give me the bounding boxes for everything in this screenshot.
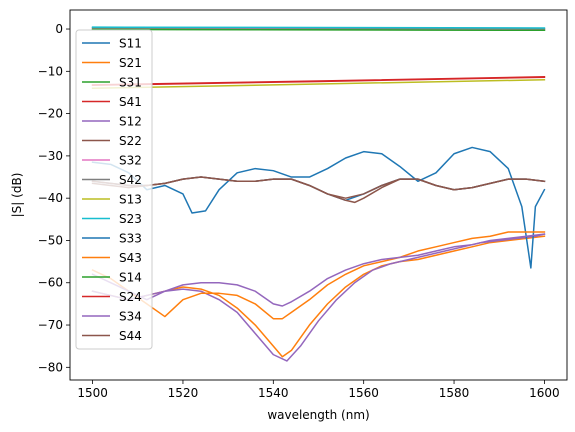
y-tick-label: −50	[38, 233, 63, 247]
x-tick-label: 1560	[348, 386, 379, 400]
legend-label-s31: S31	[119, 76, 142, 90]
series-line-s44	[91, 176, 546, 199]
legend-label-s41: S41	[119, 95, 142, 109]
legend-label-s12: S12	[119, 115, 142, 129]
legend-label-s33: S33	[119, 232, 142, 246]
x-tick-label: 1520	[168, 386, 199, 400]
series-line-s23	[91, 26, 546, 29]
legend-label-s42: S42	[119, 173, 142, 187]
legend-label-s14: S14	[119, 271, 142, 285]
y-axis-ticks: 0 −10 −20 −30 −40 −50 −60 −70 −80	[38, 22, 70, 374]
y-axis-label: |S| (dB)	[10, 173, 24, 218]
series-line-s34	[91, 233, 546, 307]
x-tick-label: 1500	[77, 386, 108, 400]
x-tick-label: 1600	[529, 386, 560, 400]
legend-label-s43: S43	[119, 251, 142, 265]
series-line-s24	[91, 76, 546, 87]
legend-label-s24: S24	[119, 290, 142, 304]
y-tick-label: −70	[38, 318, 63, 332]
y-tick-label: −60	[38, 276, 63, 290]
series-line-s14	[91, 28, 546, 32]
series-line-s43	[91, 231, 546, 320]
legend-label-s11: S11	[119, 37, 142, 51]
legend: S11 S21 S31 S41 S12 S22 S32 S42 S13 S23 S33 S43 S14 S…	[75, 29, 153, 350]
series-line-s33	[91, 146, 546, 269]
legend-label-s13: S13	[119, 193, 142, 207]
x-axis-ticks: 1500 1520 1540 1560 1580 1600	[77, 380, 560, 400]
legend-frame	[75, 29, 153, 350]
series-line-s13	[91, 79, 546, 89]
x-tick-label: 1580	[439, 386, 470, 400]
y-tick-label: −40	[38, 191, 63, 205]
legend-label-s32: S32	[119, 154, 142, 168]
series-layer	[91, 26, 546, 362]
plot-frame	[69, 9, 568, 381]
x-axis-label: wavelength (nm)	[267, 408, 369, 422]
x-tick-label: 1540	[258, 386, 289, 400]
legend-label-s23: S23	[119, 212, 142, 226]
y-tick-label: −10	[38, 64, 63, 78]
y-tick-label: 0	[55, 22, 63, 36]
legend-label-s34: S34	[119, 310, 142, 324]
legend-label-s44: S44	[119, 329, 142, 343]
legend-label-s22: S22	[119, 134, 142, 148]
legend-label-s21: S21	[119, 56, 142, 70]
y-tick-label: −30	[38, 149, 63, 163]
y-tick-label: −80	[38, 360, 63, 374]
y-tick-label: −20	[38, 107, 63, 121]
